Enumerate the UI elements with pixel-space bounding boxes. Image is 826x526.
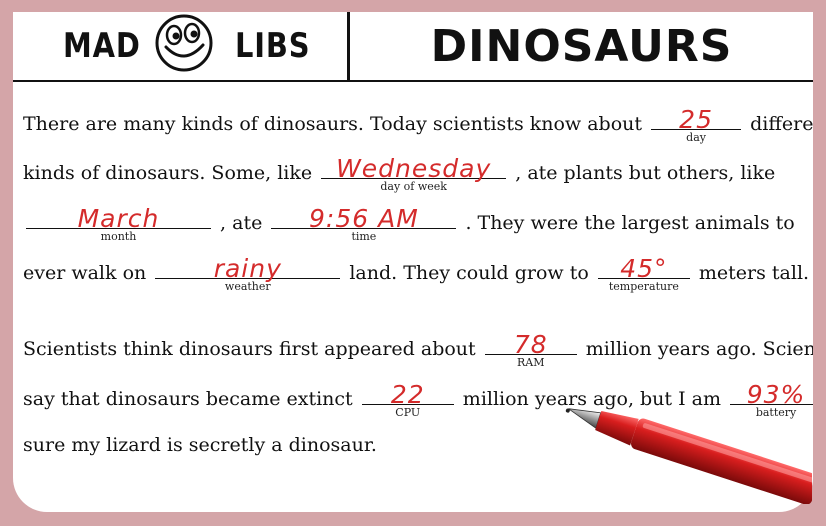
blank-value: Wednesday bbox=[336, 154, 492, 183]
blank-day[interactable]: 25 day bbox=[651, 105, 742, 144]
story-line-3: March month , ate 9:56 AM time . They we… bbox=[23, 204, 795, 243]
logo-text-libs: LIBS bbox=[235, 26, 311, 66]
blank-value: 25 bbox=[679, 105, 713, 134]
blank-weather[interactable]: rainy weather bbox=[155, 254, 341, 293]
story-text-segment: say that dinosaurs became extinct bbox=[23, 388, 353, 410]
blank-label: temperature bbox=[608, 280, 679, 293]
blank-cpu[interactable]: 22 CPU bbox=[361, 380, 454, 419]
blank-label: RAM bbox=[516, 356, 545, 369]
blank-label: day of week bbox=[380, 180, 447, 193]
blank-temperature[interactable]: 45° temperature bbox=[597, 254, 690, 293]
blank-label: day bbox=[686, 131, 706, 144]
story-text-segment: million years ago, but I am bbox=[462, 388, 721, 410]
story-text-segment: sure my lizard is secretly a dinosaur. bbox=[23, 434, 377, 456]
story-line-2: kinds of dinosaurs. Some, like Wednesday… bbox=[23, 154, 776, 193]
story-text-segment: ever walk on bbox=[23, 262, 147, 284]
header: MAD LIBS DINOSAURS bbox=[13, 12, 813, 82]
blank-month[interactable]: March month bbox=[26, 204, 211, 243]
story-text-segment: , ate bbox=[220, 212, 263, 234]
blank-label: month bbox=[100, 230, 137, 243]
blank-value: 78 bbox=[513, 330, 548, 359]
blank-value: March bbox=[77, 204, 160, 233]
story-line-1: There are many kinds of dinosaurs. Today… bbox=[23, 105, 813, 144]
blank-label: time bbox=[351, 230, 377, 243]
blank-label: weather bbox=[224, 280, 271, 293]
blank-battery[interactable]: 93% battery bbox=[730, 380, 813, 419]
red-pen-icon bbox=[565, 408, 812, 504]
story-text-segment: land. They could grow to bbox=[349, 262, 589, 284]
blank-value: 93% bbox=[746, 380, 806, 409]
blank-label: CPU bbox=[395, 406, 421, 419]
story-line-6: say that dinosaurs became extinct 22 CPU… bbox=[23, 380, 813, 419]
blank-day-of-week[interactable]: Wednesday day of week bbox=[321, 154, 507, 193]
story-line-4: ever walk on rainy weather land. They co… bbox=[23, 254, 810, 293]
story-line-7: sure my lizard is secretly a dinosaur. bbox=[23, 430, 377, 460]
blank-value: 9:56 AM bbox=[309, 204, 419, 233]
blank-ram[interactable]: 78 RAM bbox=[484, 330, 577, 369]
smiley-face-icon bbox=[155, 14, 213, 72]
blank-value: 22 bbox=[390, 380, 425, 409]
mad-libs-card: MAD LIBS DINOSAURS There are many kinds … bbox=[13, 12, 813, 512]
story-text-segment: There are many kinds of dinosaurs. Today… bbox=[23, 113, 643, 135]
story-text-segment: , ate plants but others, like bbox=[515, 162, 776, 184]
blank-value: 45° bbox=[620, 254, 668, 283]
story-text-segment: meters tall. bbox=[698, 262, 810, 284]
story-text-segment: different bbox=[750, 113, 813, 135]
page-title: DINOSAURS bbox=[430, 20, 733, 72]
story-text-segment: Scientists think dinosaurs first appeare… bbox=[23, 338, 476, 360]
story-text-segment: million years ago. Scientists bbox=[585, 338, 813, 360]
story-text-segment: . They were the largest animals to bbox=[465, 212, 795, 234]
blank-value: rainy bbox=[213, 254, 282, 283]
header-divider bbox=[347, 12, 350, 80]
blank-time[interactable]: 9:56 AM time bbox=[271, 204, 457, 243]
story-line-5: Scientists think dinosaurs first appeare… bbox=[23, 330, 813, 369]
story-text-segment: kinds of dinosaurs. Some, like bbox=[23, 162, 313, 184]
logo-text-mad: MAD bbox=[63, 26, 141, 66]
blank-label: battery bbox=[755, 406, 797, 419]
